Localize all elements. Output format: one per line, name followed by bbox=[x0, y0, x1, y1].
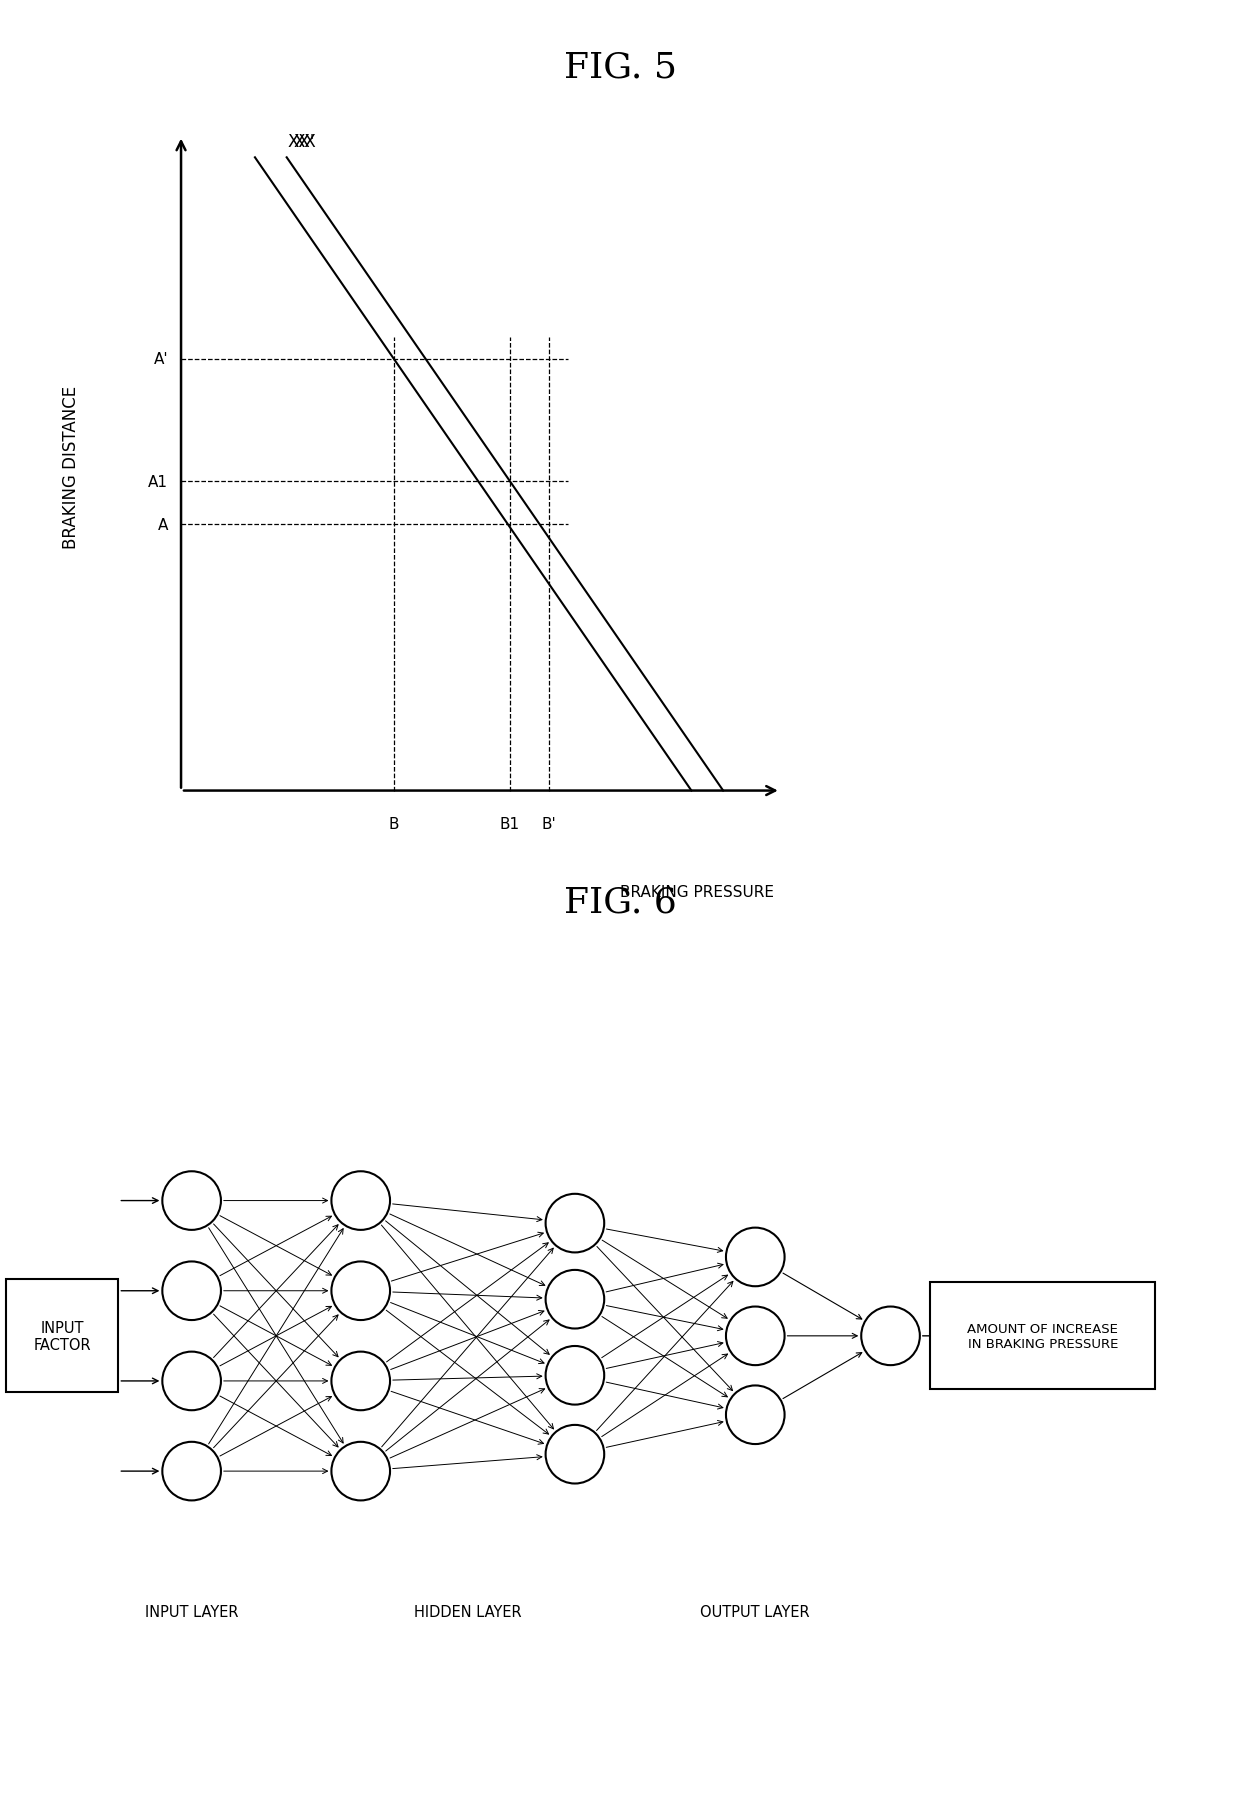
Circle shape bbox=[162, 1262, 221, 1320]
Text: INPUT LAYER: INPUT LAYER bbox=[145, 1604, 238, 1618]
Circle shape bbox=[725, 1386, 785, 1444]
Circle shape bbox=[725, 1307, 785, 1365]
Circle shape bbox=[546, 1426, 604, 1483]
Circle shape bbox=[162, 1442, 221, 1501]
Circle shape bbox=[331, 1442, 391, 1501]
Text: FIG. 6: FIG. 6 bbox=[564, 885, 676, 919]
Circle shape bbox=[546, 1347, 604, 1404]
Circle shape bbox=[862, 1307, 920, 1365]
Circle shape bbox=[546, 1269, 604, 1329]
Text: XX': XX' bbox=[288, 133, 315, 151]
Text: BRAKING PRESSURE: BRAKING PRESSURE bbox=[620, 885, 774, 899]
FancyBboxPatch shape bbox=[6, 1280, 118, 1392]
Circle shape bbox=[162, 1172, 221, 1230]
Text: XX: XX bbox=[293, 133, 316, 151]
Circle shape bbox=[331, 1172, 391, 1230]
Text: A1: A1 bbox=[148, 475, 169, 489]
Text: HIDDEN LAYER: HIDDEN LAYER bbox=[414, 1604, 522, 1618]
Text: A': A' bbox=[154, 352, 169, 367]
Circle shape bbox=[725, 1228, 785, 1287]
Text: AMOUNT OF INCREASE
IN BRAKING PRESSURE: AMOUNT OF INCREASE IN BRAKING PRESSURE bbox=[967, 1322, 1118, 1350]
FancyBboxPatch shape bbox=[930, 1282, 1156, 1390]
Text: B1: B1 bbox=[500, 816, 520, 831]
Circle shape bbox=[546, 1194, 604, 1253]
Text: B': B' bbox=[541, 816, 556, 831]
Text: BRAKING DISTANCE: BRAKING DISTANCE bbox=[62, 387, 81, 548]
Circle shape bbox=[162, 1352, 221, 1410]
Text: B: B bbox=[388, 816, 399, 831]
Text: OUTPUT LAYER: OUTPUT LAYER bbox=[701, 1604, 810, 1618]
Circle shape bbox=[331, 1352, 391, 1410]
Text: A: A bbox=[157, 518, 169, 532]
Circle shape bbox=[331, 1262, 391, 1320]
Text: FIG. 5: FIG. 5 bbox=[563, 50, 677, 85]
Text: INPUT
FACTOR: INPUT FACTOR bbox=[33, 1320, 91, 1352]
